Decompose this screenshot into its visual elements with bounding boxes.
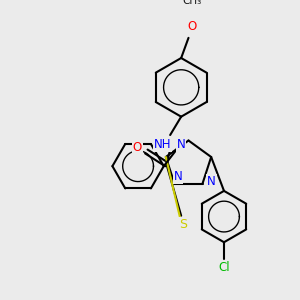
Text: N: N xyxy=(177,138,185,151)
Text: S: S xyxy=(179,218,187,231)
Text: CH₃: CH₃ xyxy=(182,0,202,6)
Text: NH: NH xyxy=(154,138,172,151)
Text: N: N xyxy=(174,170,182,183)
Text: O: O xyxy=(133,141,142,154)
Text: Cl: Cl xyxy=(218,261,230,274)
Text: O: O xyxy=(188,20,197,33)
Text: N: N xyxy=(207,175,216,188)
